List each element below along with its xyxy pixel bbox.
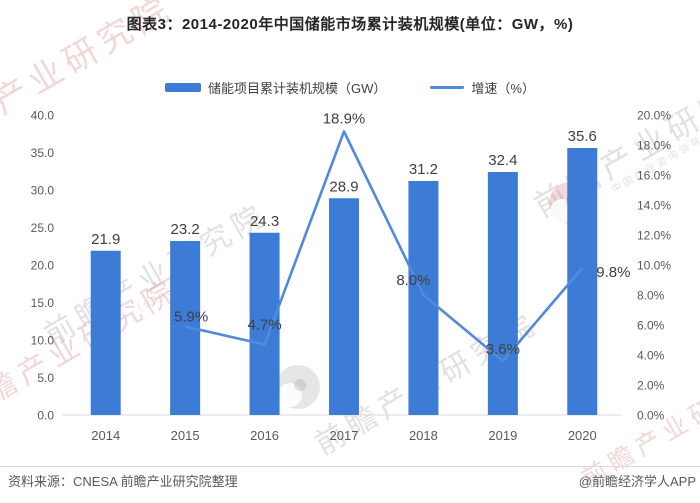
right-axis-tick-label: 14.0% xyxy=(637,199,671,213)
growth-value-label: 5.9% xyxy=(174,309,208,326)
chart-legend: 储能项目累计装机规模（GW） 增速（%） xyxy=(0,78,700,97)
x-axis-category-label: 2019 xyxy=(488,428,517,443)
growth-value-label: 9.8% xyxy=(596,264,630,281)
footer-source-text: 资料来源：CNESA 前瞻产业研究院整理 xyxy=(8,474,238,489)
bar-value-label: 35.6 xyxy=(568,128,597,145)
legend-item-installed-capacity: 储能项目累计装机规模（GW） xyxy=(165,78,386,97)
chart-title: 图表3：2014-2020年中国储能市场累计装机规模(单位：GW，%) xyxy=(126,16,574,33)
chart-plot-area: 0.0 5.0 10.0 15.0 20.0 25.0 30.0 35.0 40.0 0.0% 2.… xyxy=(31,109,672,444)
x-axis-category-label: 2020 xyxy=(568,428,597,443)
legend-bar-label: 储能项目累计装机规模（GW） xyxy=(208,81,387,96)
x-axis-category-label: 2014 xyxy=(91,428,120,443)
bar-value-label: 21.9 xyxy=(91,231,120,248)
growth-value-label: 4.7% xyxy=(247,317,281,334)
bar-value-label: 31.2 xyxy=(409,161,438,178)
x-axis-category-label: 2018 xyxy=(409,428,438,443)
growth-value-label: 3.6% xyxy=(486,341,520,358)
growth-line xyxy=(184,130,584,363)
right-axis-tick-label: 4.0% xyxy=(637,349,665,363)
legend-line-swatch-icon xyxy=(430,86,465,89)
right-axis-tick-label: 10.0% xyxy=(637,259,671,273)
right-axis-tick-label: 16.0% xyxy=(637,169,671,183)
legend-line-label: 增速（%） xyxy=(471,81,535,96)
bar-value-label: 23.2 xyxy=(171,221,200,238)
left-axis-tick-label: 15.0 xyxy=(31,296,55,310)
legend-bar-swatch-icon xyxy=(165,83,202,92)
right-axis-tick-label: 6.0% xyxy=(637,319,665,333)
right-axis-tick-label: 18.0% xyxy=(637,139,671,153)
bar-2019 xyxy=(487,172,518,415)
left-axis-tick-label: 10.0 xyxy=(31,334,55,348)
left-axis-tick-label: 5.0 xyxy=(37,371,54,385)
bar-2014 xyxy=(90,250,121,415)
bar-value-label: 24.3 xyxy=(250,213,279,230)
x-axis-category-label: 2017 xyxy=(330,428,359,443)
bar-2017 xyxy=(329,198,359,415)
growth-value-label: 18.9% xyxy=(323,111,366,128)
bar-2016 xyxy=(249,232,280,415)
growth-value-label: 8.0% xyxy=(396,272,430,289)
left-axis-tick-label: 35.0 xyxy=(31,146,55,160)
bar-2018 xyxy=(408,181,439,415)
x-axis-category-label: 2016 xyxy=(250,428,279,443)
footer-brand-text: @前瞻经济学人APP xyxy=(578,474,696,489)
left-axis-tick-label: 40.0 xyxy=(31,109,55,123)
right-axis-tick-label: 12.0% xyxy=(637,229,671,243)
left-axis-tick-label: 20.0 xyxy=(31,259,55,273)
right-axis-tick-label: 20.0% xyxy=(637,109,671,123)
right-axis-tick-label: 8.0% xyxy=(637,289,665,303)
left-axis-tick-label: 0.0 xyxy=(37,409,54,423)
left-axis-tick-label: 25.0 xyxy=(31,221,55,235)
x-axis-category-label: 2015 xyxy=(171,428,200,443)
footer-divider xyxy=(0,466,700,467)
right-axis-tick-label: 0.0% xyxy=(637,409,665,423)
right-axis-tick-label: 2.0% xyxy=(637,379,665,393)
legend-item-growth-rate: 增速（%） xyxy=(430,78,535,97)
left-axis-tick-label: 30.0 xyxy=(31,184,55,198)
bar-value-label: 28.9 xyxy=(329,178,358,195)
bar-value-label: 32.4 xyxy=(488,152,517,169)
